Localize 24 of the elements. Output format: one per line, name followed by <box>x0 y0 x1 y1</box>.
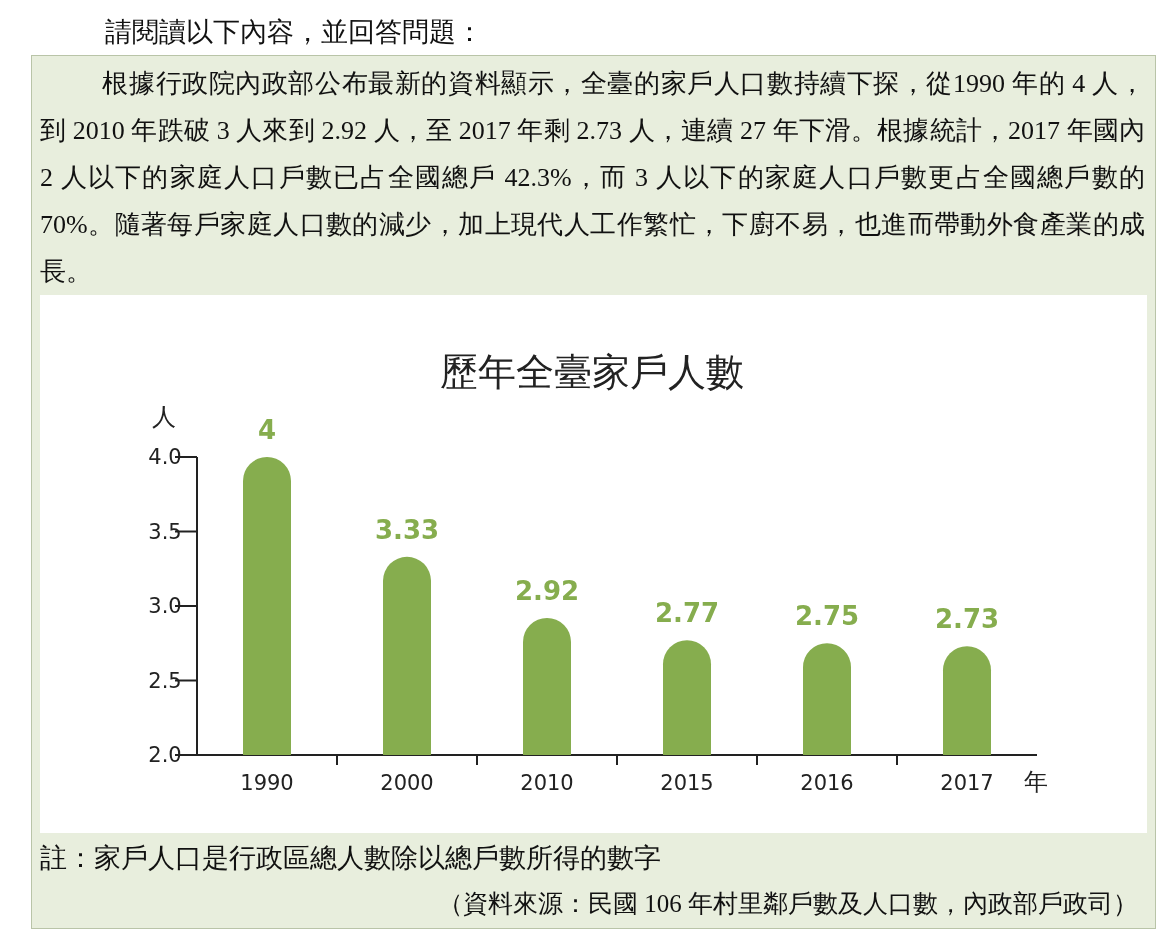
text: 註：家戶人口是行政區總人數除以總戶數所得的數字 <box>40 842 661 875</box>
y-tick-label: 3.0 <box>148 594 182 618</box>
text: 根據行政院內政部公布最新的資料顯示，全臺的家戶人口數持續下探，從1990 年的 4 人，到 2010 年跌破 3 人來到 2.92 人，至 2017 年剩 2.73 人，連續 27 年下滑。根據統計，2017 年國內 2 人以下的家庭人口戶數已占全國總戶 42.3%，而 3 人以下的家庭人口戶數更占全國總戶數的 70%。隨著每戶家庭人口數的減少，加上現代人工作繁忙，下廚不易，也進而帶動外食產業的成長。 <box>40 68 1145 288</box>
text: 請閱讀以下內容，並回答問題： <box>105 16 483 49</box>
data-label: 2.73 <box>934 604 1000 635</box>
x-axis-title: 年 <box>1024 768 1048 796</box>
x-tick-label: 2016 <box>800 771 854 795</box>
data-label: 2.92 <box>514 575 580 606</box>
data-label: 2.77 <box>654 598 720 629</box>
x-tick-label: 2017 <box>940 771 994 795</box>
x-tick-label: 1990 <box>240 771 294 795</box>
y-tick-label: 4.0 <box>148 445 182 469</box>
y-tick-label: 2.5 <box>148 668 182 693</box>
x-tick-label: 2000 <box>380 771 434 795</box>
chart-title: 歷年全臺家戶人數 <box>440 350 744 394</box>
data-label: 2.75 <box>794 601 860 632</box>
y-axis-title: 人 <box>152 403 176 431</box>
text: （資料來源：民國 106 年村里鄰戶數及人口數，內政部戶政司） <box>438 889 1138 919</box>
y-tick-label: 3.5 <box>148 519 182 544</box>
x-tick-label: 2010 <box>520 771 574 795</box>
x-tick-label: 2015 <box>660 771 714 795</box>
y-tick-label: 2.0 <box>148 743 182 767</box>
data-label: 4 <box>257 415 277 445</box>
data-label: 3.33 <box>374 514 440 545</box>
